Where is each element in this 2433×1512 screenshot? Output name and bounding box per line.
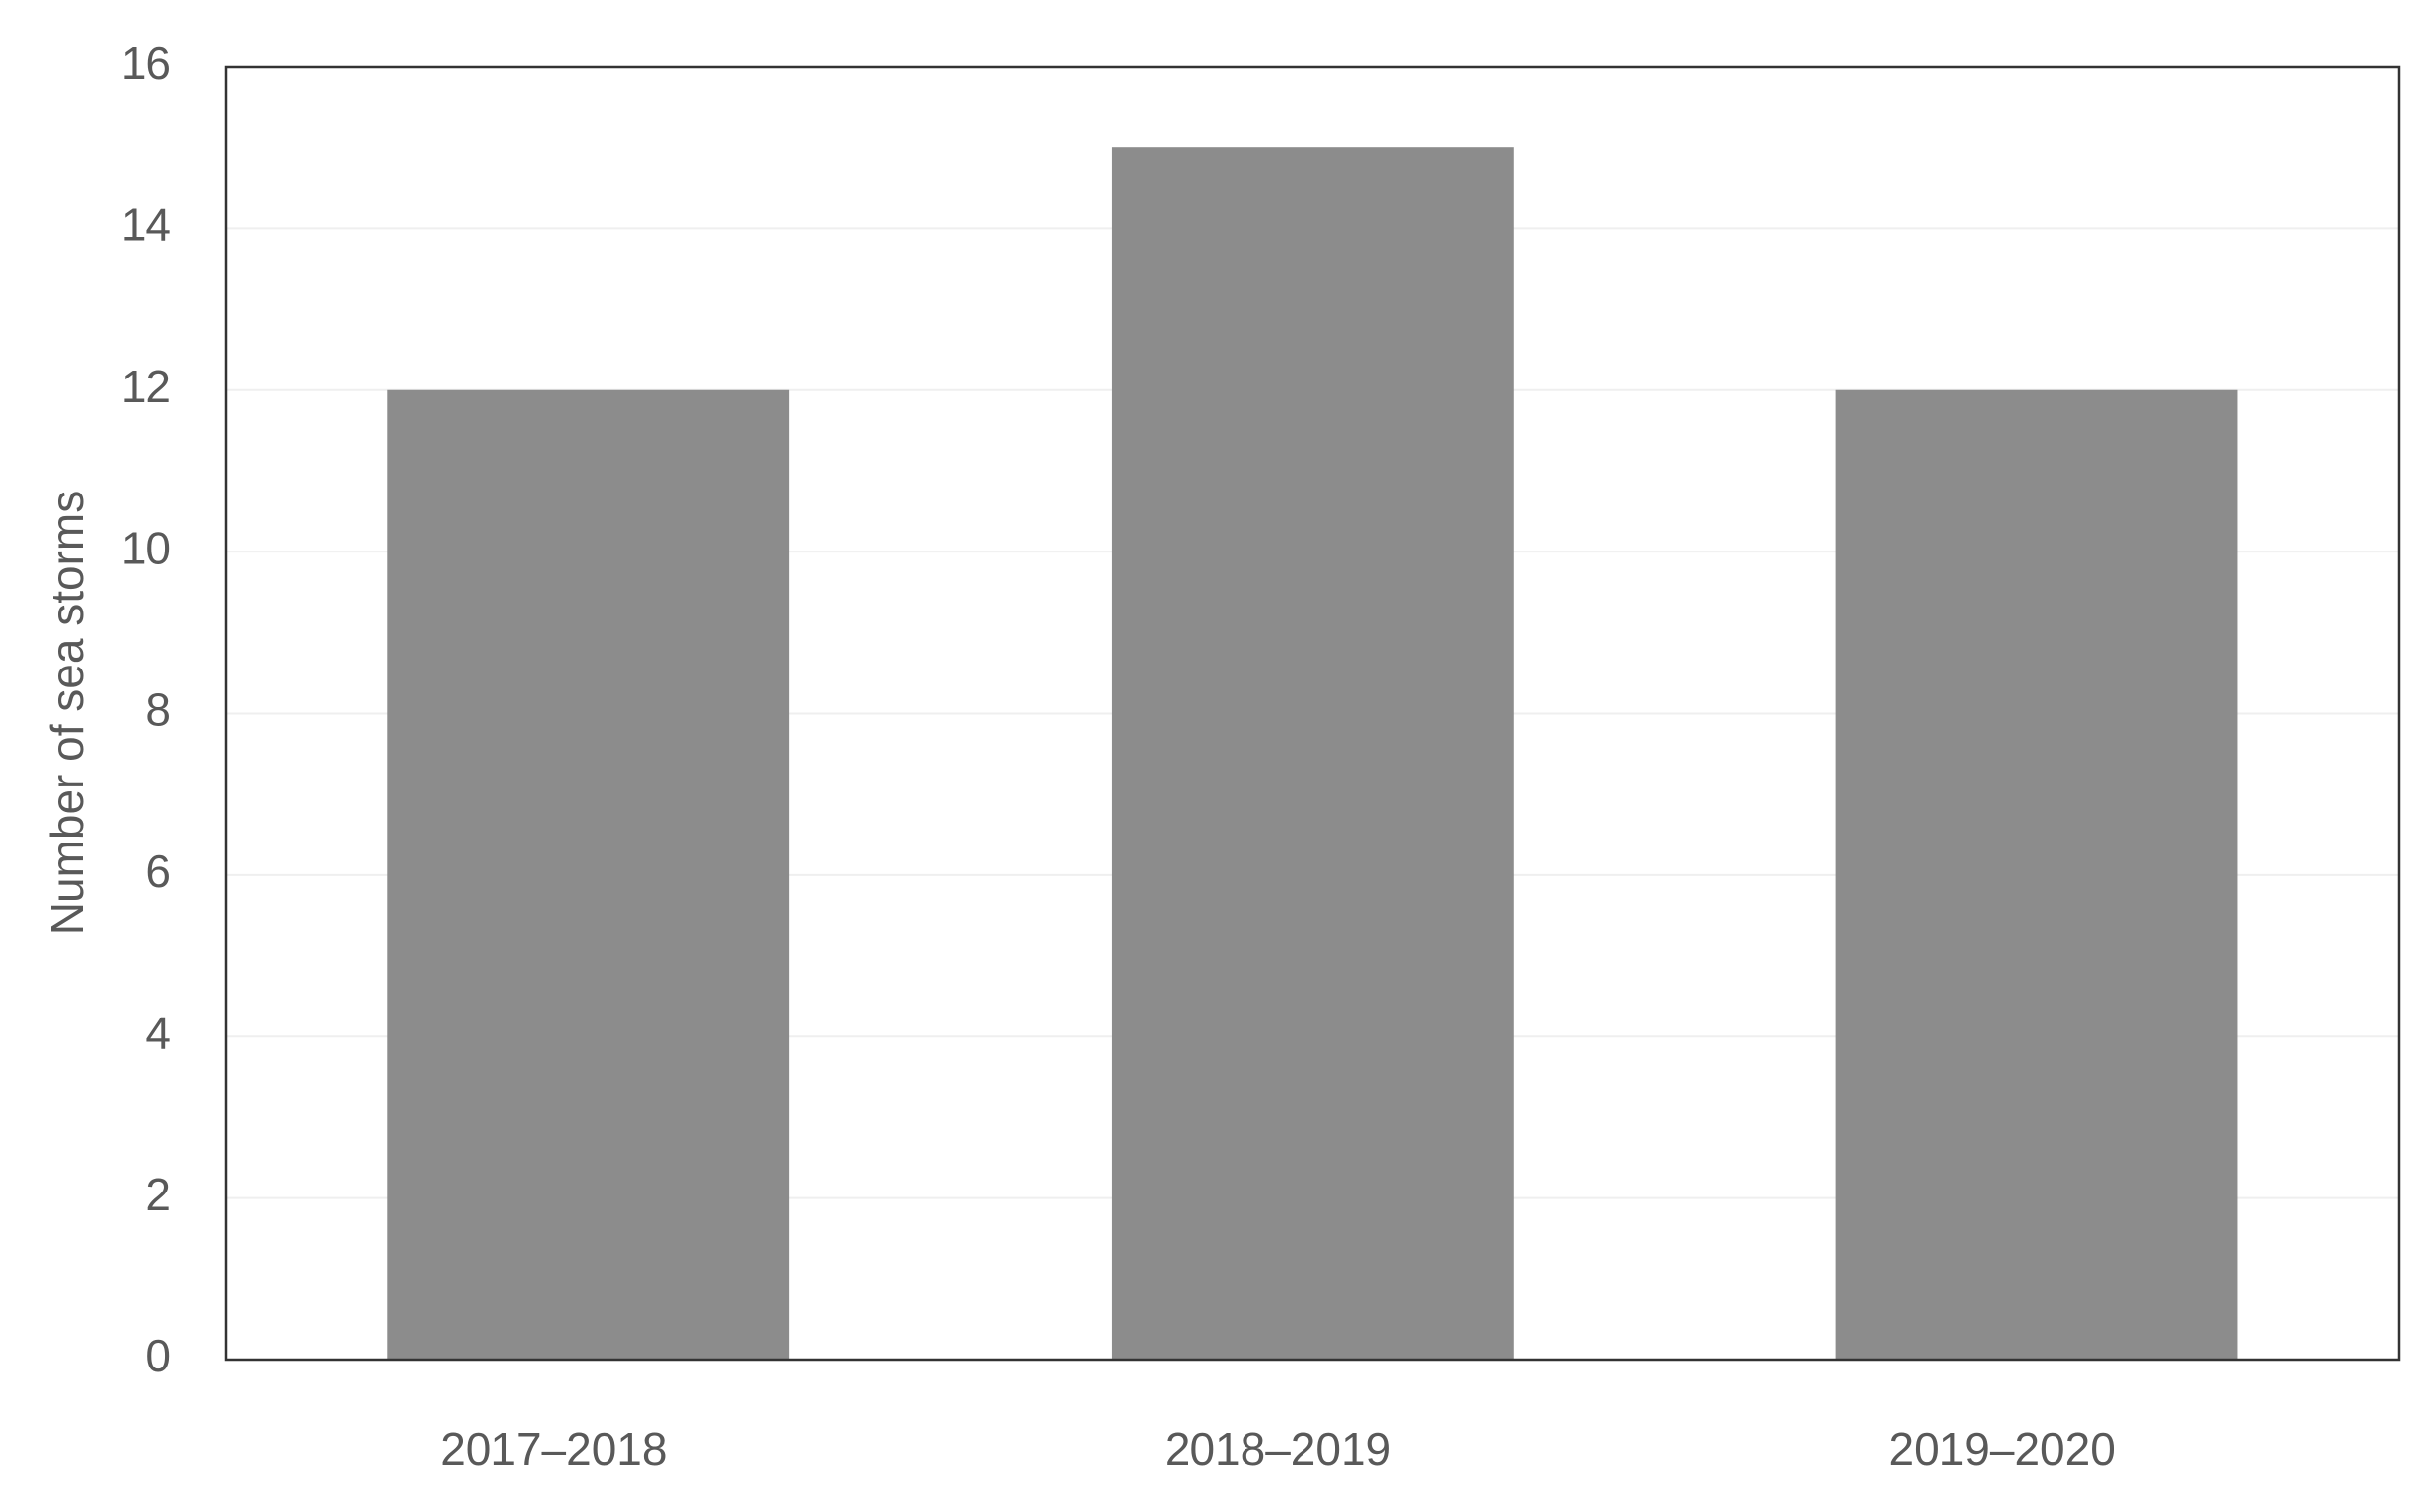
x-tick-label: 2019–2020 — [1889, 1424, 2115, 1475]
x-tick-label: 2018–2019 — [1165, 1424, 1391, 1475]
bar — [1111, 147, 1514, 1360]
y-tick-label: 6 — [145, 845, 171, 897]
y-tick-label: 16 — [121, 37, 171, 88]
y-tick-label: 14 — [121, 200, 171, 251]
y-tick-label: 2 — [145, 1169, 171, 1220]
bar — [387, 389, 790, 1360]
y-tick-label: 12 — [121, 361, 171, 412]
x-tick-label: 2017–2018 — [440, 1424, 666, 1475]
y-tick-label: 4 — [145, 1007, 171, 1058]
y-tick-label: 8 — [145, 684, 171, 735]
y-axis-label: Number of sea storms — [41, 491, 92, 935]
y-tick-label: 0 — [145, 1330, 171, 1381]
bar — [1835, 389, 2238, 1360]
y-tick-label: 10 — [121, 522, 171, 573]
plot-frame — [224, 65, 2401, 1362]
